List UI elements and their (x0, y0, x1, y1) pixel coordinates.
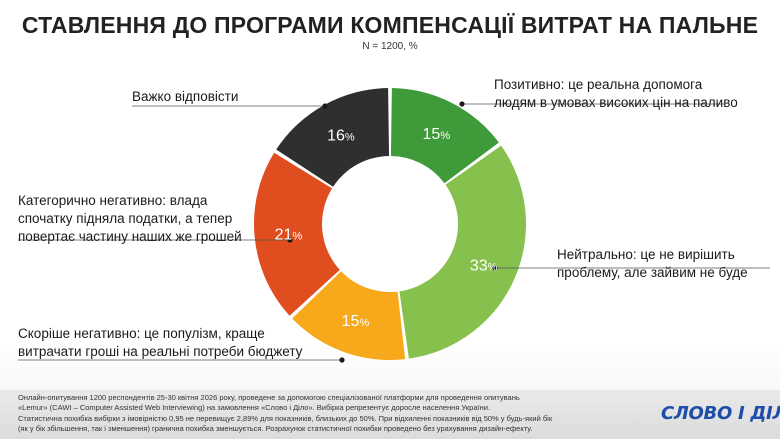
methodology-line2: «Lemur» (CAWI – Computer Assisted Web In… (18, 403, 491, 413)
slice-hard-to-answer (276, 88, 390, 187)
methodology-note: Онлайн-опитування 1200 респондентів 25-3… (18, 393, 563, 434)
label-categorically-negative-line3: повертає частину наших же грошей (18, 229, 242, 244)
leader-dot-categorically-negative (287, 237, 293, 243)
label-categorically-negative-line2: спочатку підняла податки, а тепер (18, 211, 233, 226)
slice-positive (390, 88, 499, 184)
methodology-line3: Статистична похибка вибірки з імовірніст… (18, 413, 553, 423)
label-positive: Позитивно: це реальна допомога людям в у… (494, 76, 738, 112)
value-label-neutral: 33% (470, 258, 498, 275)
slice-neutral (399, 145, 526, 359)
label-rather-negative-line2: витрачати гроші на реальні потреби бюдже… (18, 344, 303, 359)
leader-dot-neutral (492, 265, 498, 271)
leader-dot-hard-to-answer (322, 103, 328, 109)
value-label-hard-to-answer: 16% (327, 128, 355, 145)
slice-rather-negative (292, 271, 406, 360)
leader-dot-positive (459, 101, 465, 107)
label-hard-to-answer: Важко відповісти (132, 88, 238, 106)
leader-dot-rather-negative (339, 357, 345, 363)
methodology-line1: Онлайн-опитування 1200 респондентів 25-3… (18, 393, 520, 402)
label-positive-line2: людям в умовах високих цін на паливо (494, 95, 738, 110)
chart-subtitle: N = 1200, % (362, 41, 418, 52)
value-label-positive: 15% (423, 126, 451, 143)
slice-categorically-negative (254, 152, 340, 316)
label-categorically-negative: Категорично негативно: влада спочатку пі… (18, 192, 242, 246)
label-neutral: Нейтрально: це не вирішить проблему, але… (557, 246, 748, 282)
label-neutral-line2: проблему, але зайвим не буде (557, 265, 748, 280)
value-label-rather-negative: 15% (342, 313, 370, 330)
label-positive-line1: Позитивно: це реальна допомога (494, 77, 703, 92)
chart-title: СТАВЛЕННЯ ДО ПРОГРАМИ КОМПЕНСАЦІЇ ВИТРАТ… (21, 12, 759, 38)
brand-logo: СЛОВО І ДІЛО (661, 403, 780, 424)
label-rather-negative: Скоріше негативно: це популізм, краще ви… (18, 325, 302, 361)
label-hard-to-answer-line1: Важко відповісти (132, 89, 239, 104)
footer-bar (0, 390, 780, 439)
label-rather-negative-line1: Скоріше негативно: це популізм, краще (18, 326, 265, 341)
label-categorically-negative-line1: Категорично негативно: влада (18, 193, 208, 208)
label-neutral-line1: Нейтрально: це не вирішить (557, 247, 735, 262)
methodology-line4: (як у бік збільшення, так і зменшення) г… (18, 423, 533, 433)
value-label-categorically-negative: 21% (275, 227, 303, 244)
